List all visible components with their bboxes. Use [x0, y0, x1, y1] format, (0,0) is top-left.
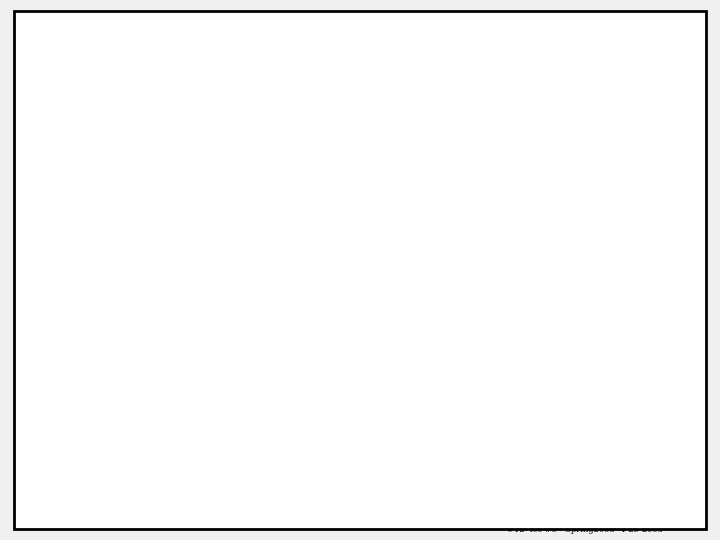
Text: log: log — [256, 222, 290, 240]
FancyBboxPatch shape — [346, 235, 590, 261]
Text: EECC756 - Shaaban: EECC756 - Shaaban — [485, 490, 685, 508]
Text: Fig 3.4 page 114: Fig 3.4 page 114 — [210, 345, 366, 362]
Text: 3: 3 — [481, 215, 490, 229]
FancyBboxPatch shape — [72, 235, 299, 261]
Text: Example: Example — [300, 72, 420, 96]
FancyBboxPatch shape — [288, 167, 490, 193]
Text: •: • — [43, 170, 58, 192]
Text: /(n+3) ∼ 4n: /(n+3) ∼ 4n — [257, 296, 384, 314]
Text: + n: + n — [207, 222, 245, 240]
Text: 3: 3 — [199, 215, 208, 229]
Text: T(n) =  4n: T(n) = 4n — [349, 222, 461, 240]
Text: Total parallel work on n processors: Total parallel work on n processors — [98, 244, 273, 253]
Text: /(n+3): /(n+3) — [489, 222, 559, 240]
Text: #12  lec #9   Spring2008  4-29-2008: #12 lec #9 Spring2008 4-29-2008 — [507, 526, 662, 534]
Text: 4: 4 — [249, 289, 259, 303]
Text: Table 3.1 page 115: Table 3.1 page 115 — [230, 402, 405, 419]
Text: O(1) = T(1) = n: O(1) = T(1) = n — [76, 172, 246, 190]
Text: 2: 2 — [248, 215, 258, 229]
Text: 3: 3 — [402, 289, 411, 303]
Text: Cost (n) = 4n: Cost (n) = 4n — [76, 296, 221, 314]
Text: See handout: See handout — [230, 429, 346, 446]
Text: •: • — [43, 220, 58, 242]
Text: For a hypothetical workload with: For a hypothetical workload with — [43, 123, 375, 141]
Text: •: • — [43, 294, 58, 316]
Text: n: n — [294, 222, 308, 240]
Text: 3: 3 — [265, 165, 274, 179]
Text: 2: 2 — [287, 232, 295, 245]
Text: A Parallel Performance measures: A Parallel Performance measures — [126, 34, 594, 58]
Text: O(n) = n: O(n) = n — [76, 222, 169, 240]
FancyBboxPatch shape — [468, 478, 702, 522]
Text: Work or time on one processor: Work or time on one processor — [312, 176, 465, 185]
Text: Parallel execution time on n processors: Parallel execution time on n processors — [370, 244, 566, 253]
